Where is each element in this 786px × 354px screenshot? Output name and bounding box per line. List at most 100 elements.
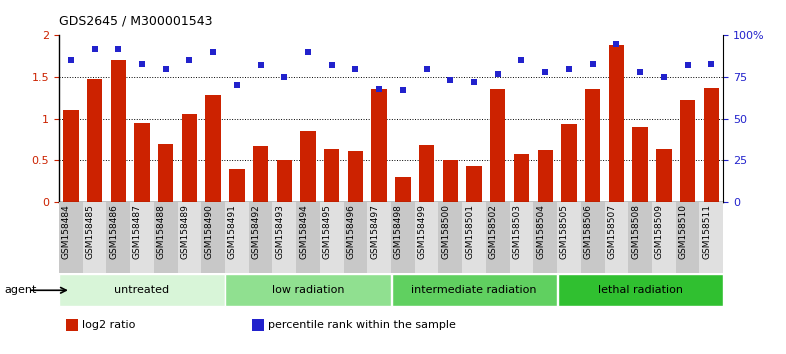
Point [88,46,101,52]
Bar [226,274,391,306]
Text: GSM158504: GSM158504 [536,204,545,259]
Bar [60,274,225,306]
Bar [557,202,581,273]
Text: GSM158487: GSM158487 [133,204,142,259]
Text: GDS2645 / M300001543: GDS2645 / M300001543 [59,14,212,27]
Bar [466,166,482,202]
Bar [372,90,387,202]
Text: low radiation: low radiation [272,285,344,295]
Bar [296,202,320,273]
Bar [230,169,244,202]
Point [112,46,124,52]
Point [255,63,267,68]
Text: untreated: untreated [115,285,170,295]
Bar [490,90,505,202]
Bar [700,202,723,273]
Text: GSM158499: GSM158499 [417,204,427,259]
Bar [509,202,534,273]
Bar [633,127,648,202]
Text: GSM158492: GSM158492 [252,204,261,259]
Bar [86,80,102,202]
Text: GSM158507: GSM158507 [608,204,616,259]
Bar [83,202,106,273]
Bar [343,202,367,273]
Text: GSM158502: GSM158502 [489,204,498,259]
Bar [65,319,78,331]
Point [397,87,410,93]
Bar [486,202,509,273]
Bar [419,145,435,202]
Bar [462,202,486,273]
Bar [130,202,154,273]
Point [444,78,457,83]
Bar [273,202,296,273]
Bar [676,202,700,273]
Bar [59,202,83,273]
Point [634,69,646,75]
Point [491,71,504,76]
Text: GSM158503: GSM158503 [512,204,521,259]
Text: GSM158489: GSM158489 [181,204,189,259]
Point [349,66,362,72]
Bar [324,149,340,202]
Point [539,69,552,75]
Point [373,86,385,91]
Bar [201,202,225,273]
Point [278,74,291,80]
Bar [538,150,553,202]
Bar [439,202,462,273]
Bar [561,124,577,202]
Bar [248,202,273,273]
Text: GSM158511: GSM158511 [702,204,711,259]
Bar [154,202,178,273]
Text: GSM158486: GSM158486 [109,204,118,259]
Bar [534,202,557,273]
Bar [628,202,652,273]
Text: GSM158501: GSM158501 [465,204,474,259]
Point [325,63,338,68]
Text: lethal radiation: lethal radiation [597,285,682,295]
Text: agent: agent [4,285,36,295]
Point [515,57,527,63]
Point [302,49,314,55]
Point [230,82,243,88]
Bar [277,160,292,202]
Bar [158,143,174,202]
Point [64,57,77,63]
Point [136,61,149,67]
Bar [320,202,343,273]
Point [563,66,575,72]
Point [468,79,480,85]
Bar [680,100,696,202]
Point [421,66,433,72]
Text: GSM158510: GSM158510 [678,204,688,259]
Point [207,49,219,55]
Text: GSM158508: GSM158508 [631,204,640,259]
Text: intermediate radiation: intermediate radiation [411,285,537,295]
Text: GSM158490: GSM158490 [204,204,213,259]
Bar [253,146,268,202]
Point [705,61,718,67]
Text: GSM158495: GSM158495 [323,204,332,259]
Text: GSM158500: GSM158500 [441,204,450,259]
Bar [205,95,221,202]
Bar [182,114,197,202]
Bar [347,151,363,202]
Bar [415,202,439,273]
Bar [585,90,601,202]
Bar [652,202,676,273]
Bar [608,45,624,202]
Bar [391,274,556,306]
Bar [391,202,415,273]
Text: GSM158496: GSM158496 [347,204,355,259]
Point [681,63,694,68]
Bar [106,202,130,273]
Bar [703,88,719,202]
Point [658,74,670,80]
Bar [252,319,263,331]
Bar [63,110,79,202]
Bar [581,202,604,273]
Point [586,61,599,67]
Bar [111,60,126,202]
Text: GSM158498: GSM158498 [394,204,403,259]
